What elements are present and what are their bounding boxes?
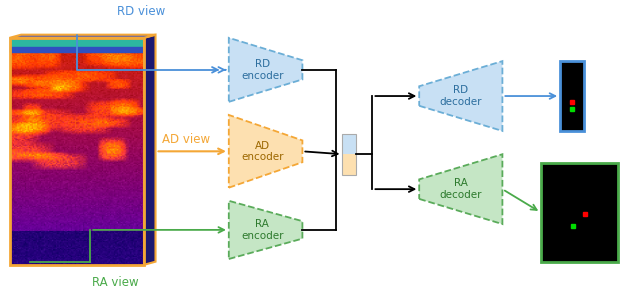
Bar bbox=[541, 163, 618, 262]
Text: RD
decoder: RD decoder bbox=[440, 85, 482, 107]
Polygon shape bbox=[10, 35, 156, 38]
Text: RA
decoder: RA decoder bbox=[440, 178, 482, 200]
Polygon shape bbox=[144, 35, 156, 265]
Polygon shape bbox=[419, 154, 502, 224]
Polygon shape bbox=[419, 61, 502, 131]
Bar bbox=[560, 61, 584, 131]
Text: AD view: AD view bbox=[162, 133, 210, 146]
Polygon shape bbox=[229, 201, 302, 259]
Bar bbox=[10, 38, 144, 265]
Text: RA view: RA view bbox=[92, 276, 138, 289]
Text: RA
encoder: RA encoder bbox=[241, 219, 284, 241]
Polygon shape bbox=[229, 115, 302, 188]
Polygon shape bbox=[229, 38, 302, 102]
Bar bbox=[342, 134, 356, 154]
Bar bbox=[10, 47, 144, 52]
Text: RD view: RD view bbox=[116, 5, 165, 18]
Bar bbox=[10, 38, 144, 47]
Bar bbox=[342, 134, 356, 175]
Text: RD
encoder: RD encoder bbox=[241, 59, 284, 81]
Text: AD
encoder: AD encoder bbox=[241, 141, 284, 162]
Bar bbox=[342, 154, 356, 175]
